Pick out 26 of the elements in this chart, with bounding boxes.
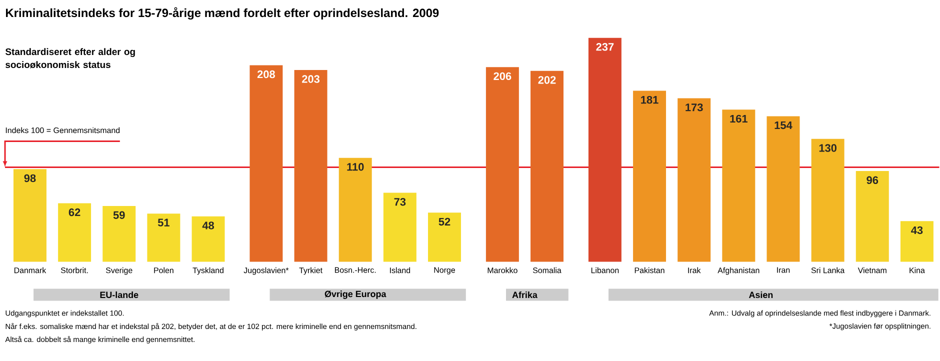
data-label: 161 <box>730 114 748 123</box>
data-label: 51 <box>158 218 170 227</box>
data-label: 208 <box>257 70 275 78</box>
data-label: 73 <box>394 198 406 206</box>
data-label: 48 <box>202 222 214 230</box>
text: EU-lande <box>100 292 138 298</box>
data-label: 203 <box>302 75 320 84</box>
data-label: 130 <box>819 144 836 152</box>
text: Øvrige Europa <box>324 290 386 300</box>
data-label: 154 <box>774 122 792 130</box>
data-label: 237 <box>596 43 614 51</box>
data-label: 62 <box>68 208 80 216</box>
chart-title: Kriminalitetsindeks for 15-79-årige mænd fordelt efter oprindelsesland. 2009 <box>6 7 439 20</box>
data-label: 96 <box>866 176 878 184</box>
data-label: 202 <box>538 76 556 84</box>
text: Afrika <box>512 292 538 298</box>
data-label: 98 <box>24 174 36 182</box>
data-label: 181 <box>641 96 658 104</box>
data-label: 59 <box>113 211 125 220</box>
data-label: 206 <box>494 72 512 80</box>
data-label: 52 <box>438 218 450 226</box>
text: Asien <box>748 292 773 298</box>
data-label: 110 <box>347 163 364 171</box>
data-label: 173 <box>686 104 703 112</box>
text: Standardiseret efter alder og socioøkonomisk status <box>5 48 135 68</box>
data-label: 43 <box>911 226 923 234</box>
